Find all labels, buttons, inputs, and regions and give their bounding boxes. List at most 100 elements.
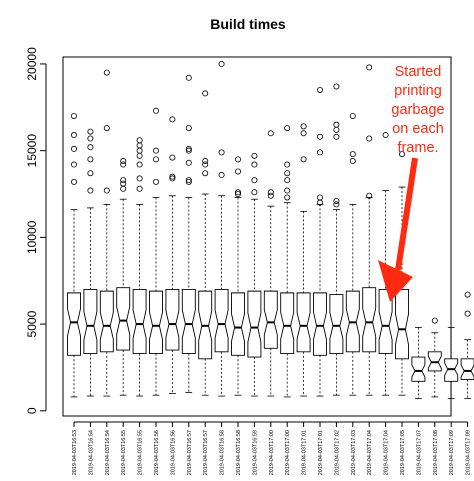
- outlier-point: [136, 137, 143, 144]
- outlier-point: [234, 156, 241, 163]
- outlier-point: [284, 125, 291, 132]
- annotation-group: Started printing garbage on each frame.: [378, 64, 445, 302]
- box-12: [247, 152, 262, 397]
- outlier-point: [185, 125, 192, 132]
- x-axis: 2019-04-03T16:53 2019-04-03T16:54 2019-04-…: [72, 421, 472, 475]
- outlier-point: [431, 317, 438, 324]
- outlier-point: [333, 197, 340, 204]
- x-tick-label: 2019-04-03T16:59: [252, 430, 258, 475]
- outlier-point: [284, 177, 291, 184]
- outlier-point: [185, 145, 192, 152]
- box-body: [296, 292, 311, 353]
- outlier-point: [71, 132, 78, 139]
- y-tick-label: 0: [25, 407, 39, 414]
- outlier-point: [284, 187, 291, 194]
- outlier-point: [169, 175, 176, 182]
- box-body: [280, 292, 295, 355]
- x-tick-label: 2019-04-03T17:01: [318, 430, 324, 475]
- box-body: [99, 290, 114, 353]
- outlier-point: [300, 123, 307, 130]
- x-tick-label: 2019-04-03T16:58: [236, 430, 242, 475]
- outlier-point: [169, 116, 176, 123]
- outlier-point: [87, 170, 94, 177]
- outlier-point: [202, 158, 209, 165]
- x-tick-label: 2019-04-03T16:58: [220, 430, 226, 475]
- annotation-text-line: printing: [394, 83, 442, 99]
- outlier-point: [218, 60, 225, 67]
- box-body: [231, 292, 245, 356]
- outlier-point: [284, 194, 291, 201]
- box-body: [116, 287, 131, 351]
- outlier-point: [251, 152, 258, 159]
- outlier-point: [87, 128, 94, 135]
- box-body: [395, 288, 409, 360]
- x-tick-label: 2019-04-03T17:00: [269, 430, 275, 475]
- annotation-arrow-head: [378, 260, 413, 302]
- outlier-point: [185, 147, 192, 154]
- annotation-text-line: Started: [395, 64, 442, 80]
- x-tick-label: 2019-04-03T17:01: [302, 430, 308, 475]
- outlier-point: [169, 173, 176, 180]
- box-body: [263, 290, 278, 349]
- x-tick-label: 2019-04-03T16:54: [105, 430, 111, 475]
- outlier-point: [185, 177, 192, 184]
- y-axis: 0 5000 10000 15000 20000: [25, 47, 47, 414]
- y-tick-label: 5000: [25, 310, 39, 337]
- box-13: [263, 130, 278, 397]
- outlier-point: [103, 125, 110, 132]
- outlier-point: [136, 152, 143, 159]
- outlier-point: [398, 151, 405, 158]
- outlier-point: [316, 133, 323, 140]
- outlier-point: [267, 192, 274, 199]
- annotation-text-line: garbage: [391, 102, 444, 118]
- outlier-point: [333, 133, 340, 140]
- outlier-point: [333, 121, 340, 128]
- outlier-point: [202, 161, 209, 168]
- x-tick-label: 2019-04-03T17:09: [449, 430, 455, 475]
- box-body: [362, 287, 377, 353]
- outlier-point: [120, 158, 127, 165]
- outlier-point: [185, 178, 192, 185]
- outlier-point: [152, 107, 159, 114]
- box-11: [231, 156, 245, 396]
- box-9: [198, 90, 213, 396]
- x-tick-label: 2019-04-03T16:53: [72, 430, 78, 475]
- x-tick-label: 2019-04-03T16:57: [203, 430, 209, 475]
- plot-frame: [62, 56, 452, 417]
- box-18: [345, 112, 360, 396]
- box-15: [296, 123, 311, 397]
- outlier-point: [251, 177, 258, 184]
- boxes-group: [67, 60, 474, 400]
- x-tick-label: 2019-04-03T17:09: [466, 430, 472, 475]
- box-20: [378, 132, 393, 396]
- box-body: [83, 288, 98, 355]
- outlier-point: [267, 130, 274, 137]
- outlier-point: [366, 192, 373, 199]
- x-tick-label: 2019-04-03T17:03: [351, 430, 357, 475]
- x-tick-label: 2019-04-03T16:54: [88, 430, 94, 475]
- box-1: [67, 112, 81, 398]
- box-body: [460, 358, 474, 381]
- annotation-arrow-shaft: [395, 157, 418, 271]
- outlier-point: [300, 156, 307, 163]
- outlier-point: [234, 168, 241, 175]
- box-17: [329, 83, 344, 396]
- box-body: [214, 288, 229, 353]
- x-tick-label: 2019-04-03T17:07: [416, 430, 422, 475]
- outlier-point: [464, 291, 471, 298]
- box-2: [83, 128, 98, 397]
- box-body: [67, 292, 81, 356]
- box-body: [149, 290, 163, 355]
- outlier-point: [218, 171, 225, 178]
- outlier-point: [251, 189, 258, 196]
- box-7: [165, 116, 180, 394]
- outlier-point: [120, 185, 127, 192]
- x-tick-label: 2019-04-03T17:00: [285, 430, 291, 475]
- box-5: [132, 137, 147, 397]
- outlier-point: [87, 144, 94, 151]
- x-tick-label: 2019-04-03T16:56: [154, 430, 160, 475]
- outlier-point: [71, 178, 78, 185]
- box-body: [181, 288, 196, 355]
- x-tick-label: 2019-04-03T17:04: [384, 430, 390, 475]
